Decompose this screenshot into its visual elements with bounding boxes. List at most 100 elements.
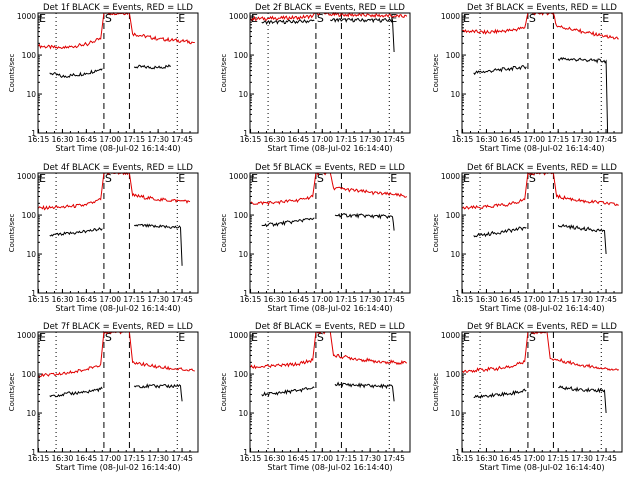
x-axis-label: Start Time (08-Jul-02 16:14:40): [479, 304, 604, 313]
x-tick-label: 16:15: [28, 454, 50, 463]
x-tick-label: 17:30: [571, 295, 593, 304]
marker-label: S: [529, 12, 536, 25]
marker-label: S: [317, 172, 324, 185]
marker-label: E: [463, 172, 470, 185]
events-rate-line: [558, 385, 607, 414]
events-rate-line: [49, 68, 103, 78]
x-axis-label: Start Time (08-Jul-02 16:14:40): [55, 144, 180, 153]
marker-label: E: [602, 172, 609, 185]
x-tick-label: 17:00: [99, 135, 121, 144]
y-tick-label: 1: [243, 448, 248, 457]
marker-label: S: [105, 331, 112, 344]
events-rate-line: [557, 223, 607, 255]
marker-label: S: [105, 12, 112, 25]
y-tick-label: 10: [238, 409, 248, 418]
x-tick-label: 16:45: [288, 295, 310, 304]
x-tick-label: 17:30: [359, 295, 381, 304]
y-tick-label: 1: [31, 289, 36, 298]
plot-frame: [37, 12, 199, 134]
x-tick-label: 16:45: [288, 454, 310, 463]
x-tick-label: 17:30: [571, 135, 593, 144]
x-tick-label: 17:00: [311, 135, 333, 144]
y-tick-label: 100: [22, 370, 37, 379]
y-tick-label: 10: [450, 250, 460, 259]
x-tick-label: 17:30: [571, 454, 593, 463]
panel-title: Det 1f BLACK = Events, RED = LLD: [43, 3, 193, 13]
x-tick-label: 17:15: [547, 295, 569, 304]
y-tick-label: 1000: [229, 172, 248, 181]
lld-rate-line: [462, 12, 619, 40]
marker-label: S: [317, 331, 324, 344]
x-tick-label: 17:45: [171, 135, 193, 144]
x-tick-label: 16:45: [76, 454, 98, 463]
x-tick-label: 16:15: [452, 454, 474, 463]
events-rate-line: [329, 17, 395, 53]
x-tick-label: 16:30: [52, 295, 74, 304]
y-axis-label: Counts/sec: [8, 214, 16, 253]
x-tick-label: 17:45: [383, 295, 405, 304]
x-tick-label: 16:30: [52, 135, 74, 144]
y-tick-label: 1: [243, 289, 248, 298]
plot-frame: [37, 172, 199, 294]
panel-title: Det 8f BLACK = Events, RED = LLD: [255, 322, 405, 332]
marker-label: E: [390, 12, 397, 25]
x-tick-label: 16:45: [500, 135, 522, 144]
marker-label: S: [529, 331, 536, 344]
x-tick-label: 16:15: [240, 454, 262, 463]
y-tick-label: 100: [446, 211, 461, 220]
x-axis-label: Start Time (08-Jul-02 16:14:40): [55, 463, 180, 472]
plot-frame: [461, 172, 623, 294]
x-tick-label: 17:15: [547, 454, 569, 463]
x-tick-label: 17:00: [523, 135, 545, 144]
x-tick-label: 17:15: [335, 295, 357, 304]
events-rate-line: [49, 386, 103, 398]
y-tick-label: 1000: [17, 12, 36, 21]
y-tick-label: 10: [238, 90, 248, 99]
marker-label: S: [529, 172, 536, 185]
y-tick-label: 1000: [17, 172, 36, 181]
events-rate-line: [133, 383, 183, 402]
x-tick-label: 17:30: [147, 135, 169, 144]
x-tick-label: 16:45: [76, 295, 98, 304]
x-tick-label: 17:00: [99, 454, 121, 463]
y-tick-label: 1: [31, 129, 36, 138]
y-axis-label: Counts/sec: [220, 373, 228, 412]
x-tick-label: 16:30: [476, 295, 498, 304]
y-axis-label: Counts/sec: [432, 214, 440, 253]
marker-label: E: [390, 172, 397, 185]
lld-rate-line: [462, 331, 620, 374]
x-tick-label: 16:30: [264, 295, 286, 304]
marker-label: E: [178, 172, 185, 185]
x-tick-label: 16:45: [288, 135, 310, 144]
events-rate-line: [473, 226, 527, 238]
x-tick-label: 17:15: [547, 135, 569, 144]
marker-label: E: [251, 331, 258, 344]
x-axis-label: Start Time (08-Jul-02 16:14:40): [267, 463, 392, 472]
marker-label: S: [317, 12, 324, 25]
lld-rate-line: [250, 11, 408, 22]
panel-title: Det 3f BLACK = Events, RED = LLD: [467, 3, 617, 13]
y-tick-label: 1000: [441, 172, 460, 181]
x-tick-label: 16:45: [76, 135, 98, 144]
y-tick-label: 100: [446, 51, 461, 60]
marker-label: E: [463, 12, 470, 25]
x-tick-label: 17:00: [311, 454, 333, 463]
y-axis-label: Counts/sec: [220, 214, 228, 253]
marker-label: E: [602, 331, 609, 344]
events-rate-line: [261, 217, 315, 228]
marker-label: E: [39, 12, 46, 25]
y-axis-label: Counts/sec: [220, 54, 228, 93]
x-tick-label: 17:45: [595, 295, 617, 304]
lld-rate-line: [462, 172, 619, 210]
events-rate-line: [334, 212, 395, 231]
x-axis-label: Start Time (08-Jul-02 16:14:40): [55, 304, 180, 313]
marker-label: S: [105, 172, 112, 185]
x-tick-label: 17:00: [523, 295, 545, 304]
panel-title: Det 9f BLACK = Events, RED = LLD: [467, 322, 617, 332]
x-tick-label: 16:30: [264, 135, 286, 144]
plot-frame: [461, 331, 623, 453]
